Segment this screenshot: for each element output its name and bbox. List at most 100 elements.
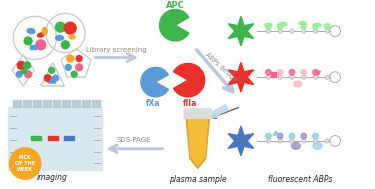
Circle shape xyxy=(278,70,283,75)
Circle shape xyxy=(266,70,271,75)
Ellipse shape xyxy=(291,142,300,149)
Circle shape xyxy=(301,133,306,139)
Polygon shape xyxy=(188,118,208,165)
Circle shape xyxy=(9,148,41,179)
Circle shape xyxy=(49,67,55,73)
Polygon shape xyxy=(228,16,254,46)
FancyBboxPatch shape xyxy=(184,108,211,118)
Circle shape xyxy=(278,133,283,139)
Circle shape xyxy=(266,23,271,29)
Polygon shape xyxy=(186,116,210,168)
Circle shape xyxy=(278,29,282,33)
Circle shape xyxy=(56,22,65,32)
FancyBboxPatch shape xyxy=(48,136,57,140)
FancyBboxPatch shape xyxy=(62,100,70,107)
FancyBboxPatch shape xyxy=(272,72,276,77)
Polygon shape xyxy=(273,131,278,135)
FancyBboxPatch shape xyxy=(64,136,74,140)
Text: Library screening: Library screening xyxy=(86,47,147,53)
Circle shape xyxy=(314,75,318,79)
Circle shape xyxy=(325,29,329,33)
Polygon shape xyxy=(174,64,205,97)
FancyBboxPatch shape xyxy=(13,100,21,107)
Circle shape xyxy=(301,70,306,75)
Circle shape xyxy=(67,55,74,62)
Circle shape xyxy=(53,75,58,81)
Circle shape xyxy=(301,23,306,29)
Circle shape xyxy=(324,23,330,29)
FancyBboxPatch shape xyxy=(53,100,60,107)
Polygon shape xyxy=(228,126,254,156)
Circle shape xyxy=(289,133,295,139)
Circle shape xyxy=(17,61,25,69)
Ellipse shape xyxy=(314,23,321,27)
Circle shape xyxy=(313,133,318,139)
Ellipse shape xyxy=(299,22,306,25)
Circle shape xyxy=(24,62,30,69)
Text: APC: APC xyxy=(166,2,184,10)
Text: fIIa: fIIa xyxy=(183,99,197,108)
Polygon shape xyxy=(315,71,320,75)
Circle shape xyxy=(314,29,318,33)
Circle shape xyxy=(302,29,306,33)
Ellipse shape xyxy=(280,22,286,26)
Text: fluorescent ABPs: fluorescent ABPs xyxy=(268,175,332,184)
Circle shape xyxy=(302,139,306,143)
Ellipse shape xyxy=(265,23,272,27)
Ellipse shape xyxy=(69,35,75,39)
Ellipse shape xyxy=(42,28,47,35)
Circle shape xyxy=(76,56,82,61)
FancyBboxPatch shape xyxy=(72,100,80,107)
Text: imaging: imaging xyxy=(37,173,68,182)
Circle shape xyxy=(64,22,76,34)
Circle shape xyxy=(278,139,282,143)
Circle shape xyxy=(65,64,71,70)
Polygon shape xyxy=(49,78,55,83)
FancyBboxPatch shape xyxy=(30,45,36,49)
Ellipse shape xyxy=(313,142,322,149)
Circle shape xyxy=(16,71,22,77)
Circle shape xyxy=(289,70,295,75)
Polygon shape xyxy=(141,67,168,97)
Text: fXa: fXa xyxy=(146,99,160,108)
Ellipse shape xyxy=(56,36,63,40)
Circle shape xyxy=(266,139,271,143)
Text: PICK
OF THE
WEEK: PICK OF THE WEEK xyxy=(15,155,35,172)
Circle shape xyxy=(290,139,294,143)
FancyBboxPatch shape xyxy=(43,100,51,107)
Circle shape xyxy=(71,71,77,77)
Circle shape xyxy=(314,139,318,143)
Text: plasma sample: plasma sample xyxy=(169,175,226,184)
Circle shape xyxy=(24,37,32,45)
Polygon shape xyxy=(159,9,189,41)
Circle shape xyxy=(266,29,271,33)
FancyBboxPatch shape xyxy=(82,100,90,107)
FancyBboxPatch shape xyxy=(9,107,102,170)
Circle shape xyxy=(76,64,82,71)
FancyBboxPatch shape xyxy=(21,69,26,73)
FancyBboxPatch shape xyxy=(33,100,41,107)
Circle shape xyxy=(266,133,271,139)
Circle shape xyxy=(278,75,282,79)
FancyBboxPatch shape xyxy=(92,100,100,107)
Ellipse shape xyxy=(27,29,35,34)
Ellipse shape xyxy=(294,81,302,87)
Circle shape xyxy=(313,23,318,29)
Text: ABPs design: ABPs design xyxy=(204,52,238,83)
Circle shape xyxy=(36,40,46,50)
Circle shape xyxy=(266,75,271,79)
Circle shape xyxy=(313,70,318,75)
Circle shape xyxy=(278,23,283,29)
Text: SDS-PAGE: SDS-PAGE xyxy=(117,137,151,143)
Circle shape xyxy=(290,29,294,33)
Polygon shape xyxy=(228,62,254,92)
Circle shape xyxy=(25,71,32,78)
Circle shape xyxy=(62,41,69,49)
Circle shape xyxy=(325,139,329,143)
FancyBboxPatch shape xyxy=(31,136,41,140)
Circle shape xyxy=(325,75,329,79)
Circle shape xyxy=(290,75,294,79)
FancyBboxPatch shape xyxy=(23,100,31,107)
Polygon shape xyxy=(210,105,228,118)
Circle shape xyxy=(302,75,306,79)
